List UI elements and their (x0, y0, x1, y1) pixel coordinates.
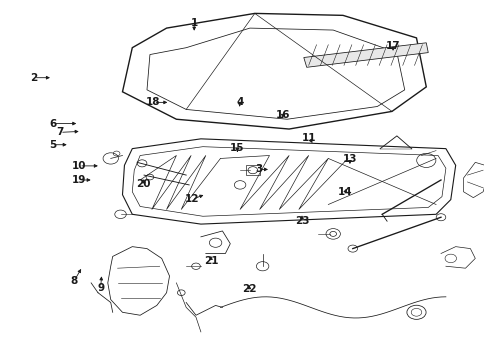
Text: 16: 16 (275, 110, 289, 120)
Text: 13: 13 (342, 154, 356, 164)
Text: 17: 17 (385, 41, 400, 51)
Text: 8: 8 (71, 275, 78, 285)
Text: 22: 22 (242, 284, 256, 294)
Text: 15: 15 (229, 143, 244, 153)
Text: 2: 2 (30, 73, 37, 83)
Text: 3: 3 (255, 165, 262, 174)
Text: 1: 1 (190, 18, 198, 28)
Text: 11: 11 (301, 133, 316, 143)
Text: 21: 21 (203, 256, 218, 266)
Text: 14: 14 (337, 187, 352, 197)
Text: 18: 18 (146, 98, 161, 107)
Text: 10: 10 (72, 161, 86, 171)
Text: 23: 23 (294, 216, 308, 226)
Text: 4: 4 (236, 98, 243, 107)
Text: 9: 9 (97, 283, 104, 293)
Polygon shape (303, 43, 427, 67)
Text: 19: 19 (72, 175, 86, 185)
Text: 12: 12 (184, 194, 199, 204)
Text: 20: 20 (136, 179, 151, 189)
Text: 5: 5 (49, 140, 56, 150)
Bar (245, 165, 260, 175)
Text: 6: 6 (49, 118, 56, 129)
Text: 7: 7 (56, 127, 63, 138)
